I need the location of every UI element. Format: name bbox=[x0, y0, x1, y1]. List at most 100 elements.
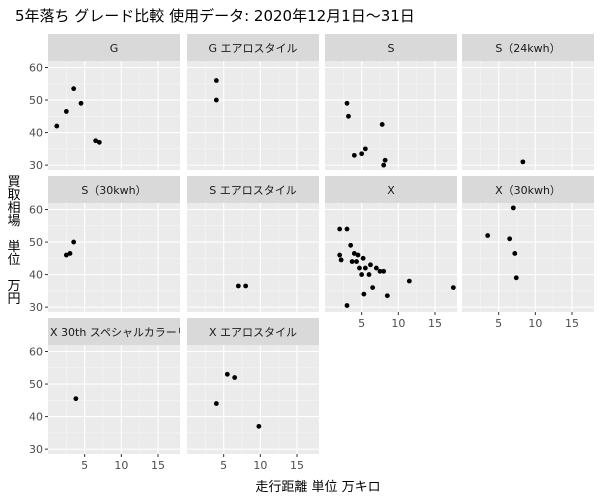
data-point bbox=[344, 100, 350, 106]
data-point bbox=[351, 152, 357, 158]
data-point bbox=[93, 138, 99, 144]
data-point bbox=[224, 371, 230, 377]
facet-strip bbox=[325, 176, 457, 203]
panel-background bbox=[187, 203, 319, 312]
facet-strip bbox=[48, 176, 180, 203]
data-point bbox=[71, 239, 77, 245]
data-point bbox=[382, 157, 388, 163]
data-point bbox=[359, 151, 365, 157]
data-point bbox=[406, 278, 412, 284]
chart-title: 5年落ち グレード比較 使用データ: 2020年12月1日～31日 bbox=[15, 7, 415, 25]
facet-strip-label: X bbox=[387, 184, 395, 197]
facet-panel: X 5 10 15 bbox=[325, 176, 457, 330]
facet-strip-label: G エアロスタイル bbox=[208, 42, 297, 55]
data-point bbox=[362, 146, 368, 152]
panel-background bbox=[187, 345, 319, 454]
data-point bbox=[379, 122, 385, 127]
y-tick-label: 60 bbox=[29, 204, 43, 217]
facet-strip-label: G bbox=[110, 42, 119, 55]
y-axis-title-char: 単 bbox=[7, 239, 20, 255]
facet-panel: S bbox=[325, 34, 457, 170]
y-tick-label: 60 bbox=[29, 62, 43, 75]
data-point bbox=[67, 251, 73, 256]
x-tick-label: 10 bbox=[391, 317, 405, 330]
facet-strip-label: X（30kwh） bbox=[495, 184, 561, 197]
data-point bbox=[349, 259, 355, 264]
facet-strip bbox=[48, 34, 180, 61]
y-tick-label: 40 bbox=[29, 127, 43, 140]
data-point bbox=[54, 123, 60, 129]
panel-background bbox=[325, 61, 457, 170]
panel-background bbox=[462, 203, 594, 312]
facet-strip-label: X エアロスタイル bbox=[209, 326, 297, 339]
x-tick-label: 5 bbox=[358, 317, 365, 330]
data-point bbox=[355, 252, 361, 258]
facet-strip-label: X 30th スペシャルカラーリミテッド bbox=[50, 326, 232, 339]
data-point bbox=[243, 283, 249, 289]
facet-strip bbox=[325, 34, 457, 61]
facet-strip bbox=[187, 34, 319, 61]
panel-background bbox=[48, 345, 180, 454]
data-point bbox=[373, 265, 379, 271]
x-tick-label: 10 bbox=[528, 317, 542, 330]
data-point bbox=[337, 226, 343, 232]
y-tick-label: 50 bbox=[29, 94, 43, 107]
data-point bbox=[256, 423, 262, 429]
data-point bbox=[337, 252, 343, 258]
x-tick-label: 15 bbox=[428, 317, 442, 330]
x-tick-label: 15 bbox=[565, 317, 579, 330]
x-tick-label: 10 bbox=[114, 459, 128, 472]
facet-panel: S エアロスタイル bbox=[187, 176, 319, 312]
data-point bbox=[507, 236, 513, 242]
facet-panel: S（24kwh） bbox=[462, 34, 594, 170]
data-point bbox=[63, 109, 69, 114]
y-tick-label: 50 bbox=[29, 378, 43, 391]
data-point bbox=[346, 113, 351, 119]
facet-panel: X エアロスタイル 5 10 15 bbox=[187, 318, 319, 472]
x-tick-label: 15 bbox=[151, 459, 165, 472]
data-point bbox=[368, 262, 373, 268]
data-point bbox=[360, 255, 366, 261]
data-point bbox=[71, 86, 77, 92]
facet-strip-label: S bbox=[388, 42, 395, 55]
data-point bbox=[381, 268, 387, 274]
data-point bbox=[362, 265, 368, 271]
y-axis-title-char: 場 bbox=[7, 214, 20, 229]
data-point bbox=[96, 139, 102, 145]
data-point bbox=[354, 259, 359, 264]
y-tick-label: 30 bbox=[29, 159, 43, 172]
y-axis-title-char: 位 bbox=[7, 253, 20, 268]
data-point bbox=[359, 272, 365, 277]
facet-strip bbox=[462, 34, 594, 61]
data-point bbox=[510, 205, 516, 211]
y-tick-label: 30 bbox=[29, 301, 43, 314]
facet-panel: X（30kwh） 5 10 15 bbox=[462, 176, 594, 330]
data-point bbox=[213, 97, 219, 103]
data-point bbox=[213, 78, 219, 83]
x-axis-title: 走行距離 単位 万キロ bbox=[255, 479, 380, 495]
data-point bbox=[520, 159, 526, 165]
data-point bbox=[384, 293, 390, 299]
data-point bbox=[78, 100, 84, 106]
facet-strip bbox=[462, 176, 594, 203]
y-axis-title-char: 取 bbox=[7, 188, 20, 203]
data-point bbox=[232, 375, 238, 380]
data-point bbox=[73, 396, 79, 402]
y-axis-title-char: 円 bbox=[7, 292, 20, 307]
y-tick-label: 40 bbox=[29, 411, 43, 424]
x-tick-label: 15 bbox=[290, 459, 304, 472]
data-point bbox=[351, 251, 357, 256]
panel-background bbox=[48, 61, 180, 170]
x-tick-label: 5 bbox=[220, 459, 227, 472]
panel-background bbox=[187, 61, 319, 170]
facet-strip bbox=[187, 176, 319, 203]
facet-panel: G エアロスタイル bbox=[187, 34, 319, 170]
data-point bbox=[485, 233, 491, 238]
panel-background bbox=[48, 203, 180, 312]
facet-strip-label: S（30kwh） bbox=[81, 184, 146, 197]
facet-strip bbox=[187, 318, 319, 345]
facet-panels: G 30 40 50 60 G エアロスタイル S S（24kwh） S（30kwh） 30 40 5… bbox=[29, 34, 594, 472]
y-tick-label: 50 bbox=[29, 236, 43, 249]
